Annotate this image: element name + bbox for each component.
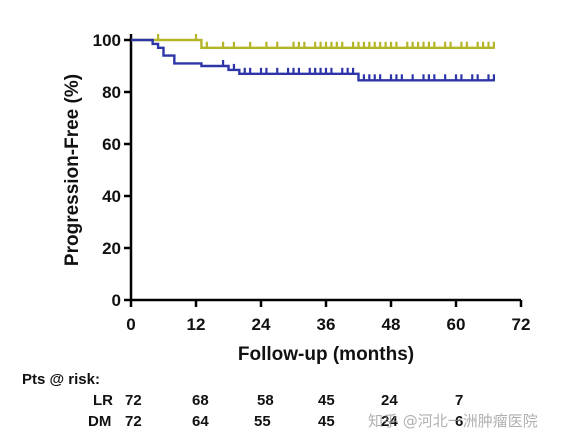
x-tick-label: 36 <box>317 315 336 334</box>
x-tick-label: 24 <box>252 315 271 334</box>
y-axis-title: Progression-Free (%) <box>62 74 83 266</box>
watermark: 知乎 @河北一洲肿瘤医院 <box>368 412 538 430</box>
y-tick-label: 100 <box>93 31 121 50</box>
y-tick-label: 60 <box>102 135 121 154</box>
y-tick-label: 20 <box>102 239 121 258</box>
survival-curve-upper <box>131 38 494 49</box>
risk-cell: 55 <box>254 413 271 430</box>
risk-cell: 58 <box>257 392 274 409</box>
y-tick-label: 40 <box>102 187 121 206</box>
risk-cell: 64 <box>192 413 209 430</box>
risk-cell: 45 <box>318 392 335 409</box>
risk-cell: 68 <box>192 392 209 409</box>
series-layer <box>131 34 496 82</box>
risk-cell: 45 <box>318 413 335 430</box>
x-tick-label: 72 <box>512 315 531 334</box>
risk-cell: 72 <box>125 413 142 430</box>
risk-table-header: Pts @ risk: <box>22 371 100 388</box>
survival-curve-lower <box>131 38 494 82</box>
axes: 0 20 40 60 80 100 0 12 24 36 48 60 72 <box>93 31 531 334</box>
risk-row-label-dm: DM <box>88 413 112 430</box>
x-tick-label: 12 <box>187 315 206 334</box>
risk-cell: 24 <box>381 392 398 409</box>
x-axis-title: Follow-up (months) <box>238 344 414 365</box>
risk-row-label-lr: LR <box>93 392 113 409</box>
risk-cell: 7 <box>455 392 464 409</box>
y-tick-label: 80 <box>102 83 121 102</box>
risk-cell: 24 <box>381 413 398 430</box>
y-tick-label: 0 <box>112 291 121 310</box>
risk-cell: 6 <box>455 413 464 430</box>
x-tick-label: 60 <box>447 315 466 334</box>
x-tick-label: 0 <box>126 315 135 334</box>
x-tick-label: 48 <box>382 315 401 334</box>
risk-cell: 72 <box>125 392 142 409</box>
